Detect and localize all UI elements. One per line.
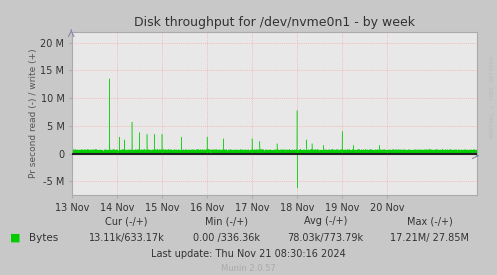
Text: Last update: Thu Nov 21 08:30:16 2024: Last update: Thu Nov 21 08:30:16 2024	[151, 249, 346, 259]
Text: Cur (-/+): Cur (-/+)	[105, 216, 148, 226]
Text: RRDTOOL / TOBI OETIKER: RRDTOOL / TOBI OETIKER	[490, 55, 495, 138]
Text: Munin 2.0.57: Munin 2.0.57	[221, 265, 276, 273]
Text: Min (-/+): Min (-/+)	[205, 216, 248, 226]
Text: 17.21M/ 27.85M: 17.21M/ 27.85M	[391, 233, 469, 243]
Text: Avg (-/+): Avg (-/+)	[304, 216, 347, 226]
Text: 78.03k/773.79k: 78.03k/773.79k	[287, 233, 364, 243]
Text: 0.00 /336.36k: 0.00 /336.36k	[193, 233, 259, 243]
Title: Disk throughput for /dev/nvme0n1 - by week: Disk throughput for /dev/nvme0n1 - by we…	[134, 16, 415, 29]
Text: Bytes: Bytes	[29, 233, 58, 243]
Text: Max (-/+): Max (-/+)	[407, 216, 453, 226]
Text: 13.11k/633.17k: 13.11k/633.17k	[89, 233, 165, 243]
Y-axis label: Pr second read (-) / write (+): Pr second read (-) / write (+)	[29, 49, 38, 178]
Text: ■: ■	[10, 233, 20, 243]
